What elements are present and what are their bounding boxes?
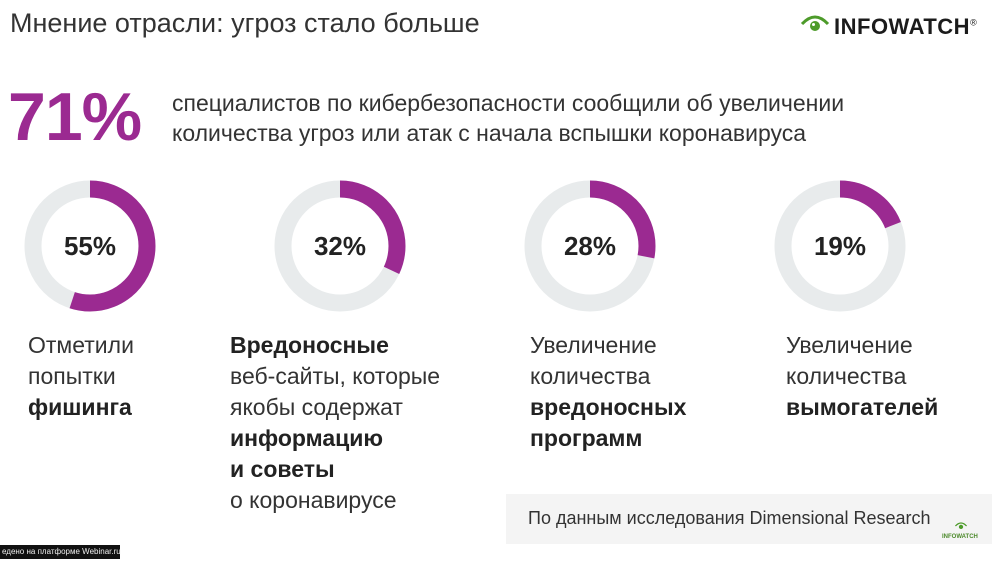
donut-chart-3: 28%	[524, 180, 656, 312]
donut-svg	[524, 180, 656, 312]
logo-brand: INFOWATCH	[834, 14, 971, 39]
description-line: программ	[530, 425, 643, 451]
source-box: По данным исследования Dimensional Resea…	[506, 494, 992, 544]
page-title: Мнение отрасли: угроз стало больше	[10, 8, 480, 38]
stat-description-3: Увеличение количества вредоносных программ	[530, 330, 686, 454]
headline-percent: 71%	[8, 79, 142, 155]
donut-percent: 32%	[313, 231, 367, 261]
description-line: якобы содержат	[230, 394, 403, 420]
donut-arc	[524, 180, 656, 312]
donut-arc	[24, 180, 156, 312]
overlay-text: едено на платформе Webinar.ru	[2, 547, 121, 556]
donut-arc	[274, 180, 406, 312]
description-line: Вредоносные	[230, 332, 389, 358]
description-line: и советы	[230, 456, 335, 482]
description-line: Увеличение	[530, 332, 657, 358]
donut-percent: 55%	[63, 231, 117, 261]
donut-svg	[774, 180, 906, 312]
source-text: По данным исследования Dimensional Resea…	[528, 508, 931, 528]
eye-icon	[800, 15, 830, 31]
description-line: веб-сайты, которые	[230, 363, 441, 389]
donut-svg	[274, 180, 406, 312]
description-line: Отметили	[28, 332, 134, 358]
donut-chart-4: 19%	[774, 180, 906, 312]
donut-chart-1: 55%	[24, 180, 156, 312]
stat-description-1: Отметили попытки фишинга	[28, 330, 134, 423]
donut-percent: 28%	[563, 231, 617, 261]
headline-text: специалистов по кибербезопасности сообщи…	[172, 90, 845, 146]
donut-chart-2: 32%	[274, 180, 406, 312]
logo-reg: ®	[970, 17, 978, 28]
description-line: вредоносных	[530, 394, 687, 420]
logo-text: INFOWATCH®	[834, 14, 977, 40]
donut-arc	[774, 180, 906, 312]
donut-percent: 19%	[813, 231, 867, 261]
description-line: попытки	[28, 363, 116, 389]
infowatch-logo: INFOWATCH®	[800, 8, 980, 40]
description-line: о коронавирусе	[230, 487, 397, 513]
corner-logo: INFOWATCH	[942, 518, 982, 548]
description-line: Увеличение	[786, 332, 913, 358]
description-line: фишинга	[28, 394, 132, 420]
eye-icon-small	[954, 522, 968, 529]
corner-logo-text: INFOWATCH	[942, 534, 978, 540]
description-line: количества	[786, 363, 907, 389]
description-line: вымогателей	[786, 394, 939, 420]
stat-description-4: Увеличение количества вымогателей	[786, 330, 938, 423]
donut-svg	[24, 180, 156, 312]
description-line: информацию	[230, 425, 384, 451]
stat-description-2: Вредоносные веб-сайты, которые якобы содер…	[230, 330, 440, 516]
webinar-overlay: едено на платформе Webinar.ru	[0, 545, 121, 559]
description-line: количества	[530, 363, 651, 389]
